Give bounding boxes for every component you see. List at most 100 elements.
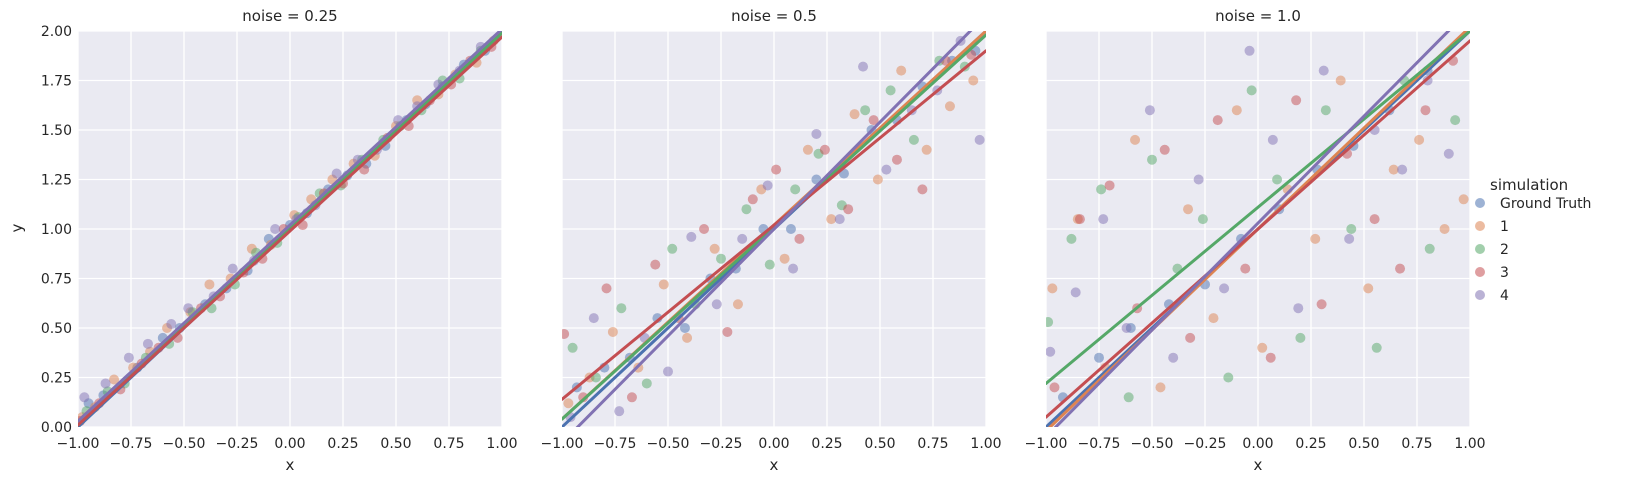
x-tick-label: −0.50: [647, 436, 690, 452]
data-point: [1046, 317, 1054, 328]
data-point: [1257, 342, 1268, 353]
legend-marker: [1475, 221, 1485, 231]
panel-marks: [1046, 31, 1470, 427]
y-tick-label: 0.50: [41, 321, 72, 337]
x-tick-label: 1.00: [1454, 436, 1485, 452]
data-point: [1047, 283, 1058, 294]
data-point: [1147, 154, 1157, 165]
legend-entry: 2: [1475, 242, 1509, 258]
data-point: [1070, 287, 1081, 298]
legend-label: 1: [1500, 219, 1509, 235]
x-tick-label: 0.75: [917, 436, 948, 452]
legend-entry: 3: [1475, 265, 1509, 281]
legend-entry: Ground Truth: [1475, 196, 1591, 212]
data-point: [601, 283, 612, 294]
data-point: [896, 65, 907, 76]
data-point: [802, 144, 813, 155]
data-point: [1098, 214, 1109, 225]
data-point: [1231, 105, 1242, 116]
data-point: [100, 378, 111, 389]
data-point: [1414, 134, 1425, 145]
x-tick-label: 0.25: [1295, 436, 1326, 452]
data-point: [227, 263, 238, 274]
legend-entry: 4: [1475, 288, 1509, 304]
data-point: [616, 303, 627, 314]
data-point: [1123, 392, 1134, 403]
x-tick-label: 0.00: [274, 436, 305, 452]
data-point: [1320, 105, 1331, 116]
legend-marker: [1475, 267, 1485, 277]
y-tick-label: 1.00: [41, 222, 72, 238]
data-point: [1458, 194, 1469, 205]
data-point: [858, 61, 869, 72]
x-tick-label: −1.00: [57, 436, 100, 452]
data-point: [1240, 263, 1251, 274]
data-point: [885, 85, 896, 96]
data-point: [1046, 346, 1056, 357]
data-point: [843, 204, 854, 215]
data-point: [741, 204, 752, 215]
legend-label: 4: [1500, 288, 1509, 304]
legend-entries: Ground Truth 1 2 3 4: [1475, 196, 1591, 304]
fit-line-4: [1053, 31, 1451, 427]
fit-line-3: [1046, 39, 1470, 419]
data-point: [1208, 313, 1219, 324]
data-point: [974, 134, 985, 145]
legend-title: simulation: [1490, 176, 1568, 194]
data-point: [142, 338, 153, 349]
data-point: [166, 319, 177, 330]
x-tick-label: 0.75: [1401, 436, 1432, 452]
data-point: [109, 374, 120, 385]
data-point: [788, 263, 799, 274]
x-tick-label: −0.25: [216, 436, 259, 452]
data-point: [1219, 283, 1230, 294]
legend-marker: [1475, 290, 1485, 300]
fit-line-2: [1046, 31, 1470, 385]
data-point: [626, 392, 637, 403]
data-point: [607, 326, 618, 337]
data-point: [709, 243, 720, 254]
legend-label: 2: [1500, 242, 1509, 258]
x-tick-label: −1.00: [541, 436, 584, 452]
data-point: [785, 224, 796, 234]
x-axis-label: x: [286, 456, 295, 474]
x-tick-label: −0.75: [110, 436, 153, 452]
data-point: [737, 233, 748, 244]
data-point: [1159, 144, 1170, 155]
x-tick-label: −0.75: [594, 436, 637, 452]
data-point: [663, 366, 673, 377]
data-point: [872, 174, 883, 185]
data-point: [1066, 233, 1077, 244]
data-point: [1335, 75, 1346, 86]
legend-label: 3: [1500, 265, 1509, 281]
series-2-points: [1046, 75, 1461, 403]
data-point: [1197, 214, 1208, 225]
data-point: [1193, 174, 1204, 185]
y-tick-label: 0.00: [41, 420, 72, 436]
data-point: [1121, 323, 1132, 333]
data-point: [1049, 382, 1060, 393]
data-point: [1155, 382, 1166, 393]
data-point: [270, 224, 281, 234]
x-tick-label: 0.50: [1348, 436, 1379, 452]
x-tick-label: 0.50: [864, 436, 895, 452]
data-point: [834, 214, 845, 225]
data-point: [567, 342, 578, 353]
panel-title: noise = 1.0: [1215, 7, 1301, 25]
series-3-points: [1049, 55, 1459, 393]
x-tick-label: 0.50: [380, 436, 411, 452]
data-point: [1397, 164, 1408, 175]
data-point: [1104, 180, 1115, 191]
data-point: [1346, 224, 1357, 234]
data-point: [1265, 352, 1276, 363]
data-point: [183, 303, 194, 314]
x-tick-label: 1.00: [970, 436, 1001, 452]
panels: noise = 0.25 −1.00 −0.75 −0.50 −0.25 0.00 0.25…: [41, 7, 1486, 474]
data-point: [1096, 184, 1107, 195]
fit-line-3: [78, 35, 502, 427]
data-point: [679, 323, 690, 333]
data-point: [1388, 164, 1399, 175]
data-point: [1424, 243, 1435, 254]
data-point: [771, 164, 782, 175]
